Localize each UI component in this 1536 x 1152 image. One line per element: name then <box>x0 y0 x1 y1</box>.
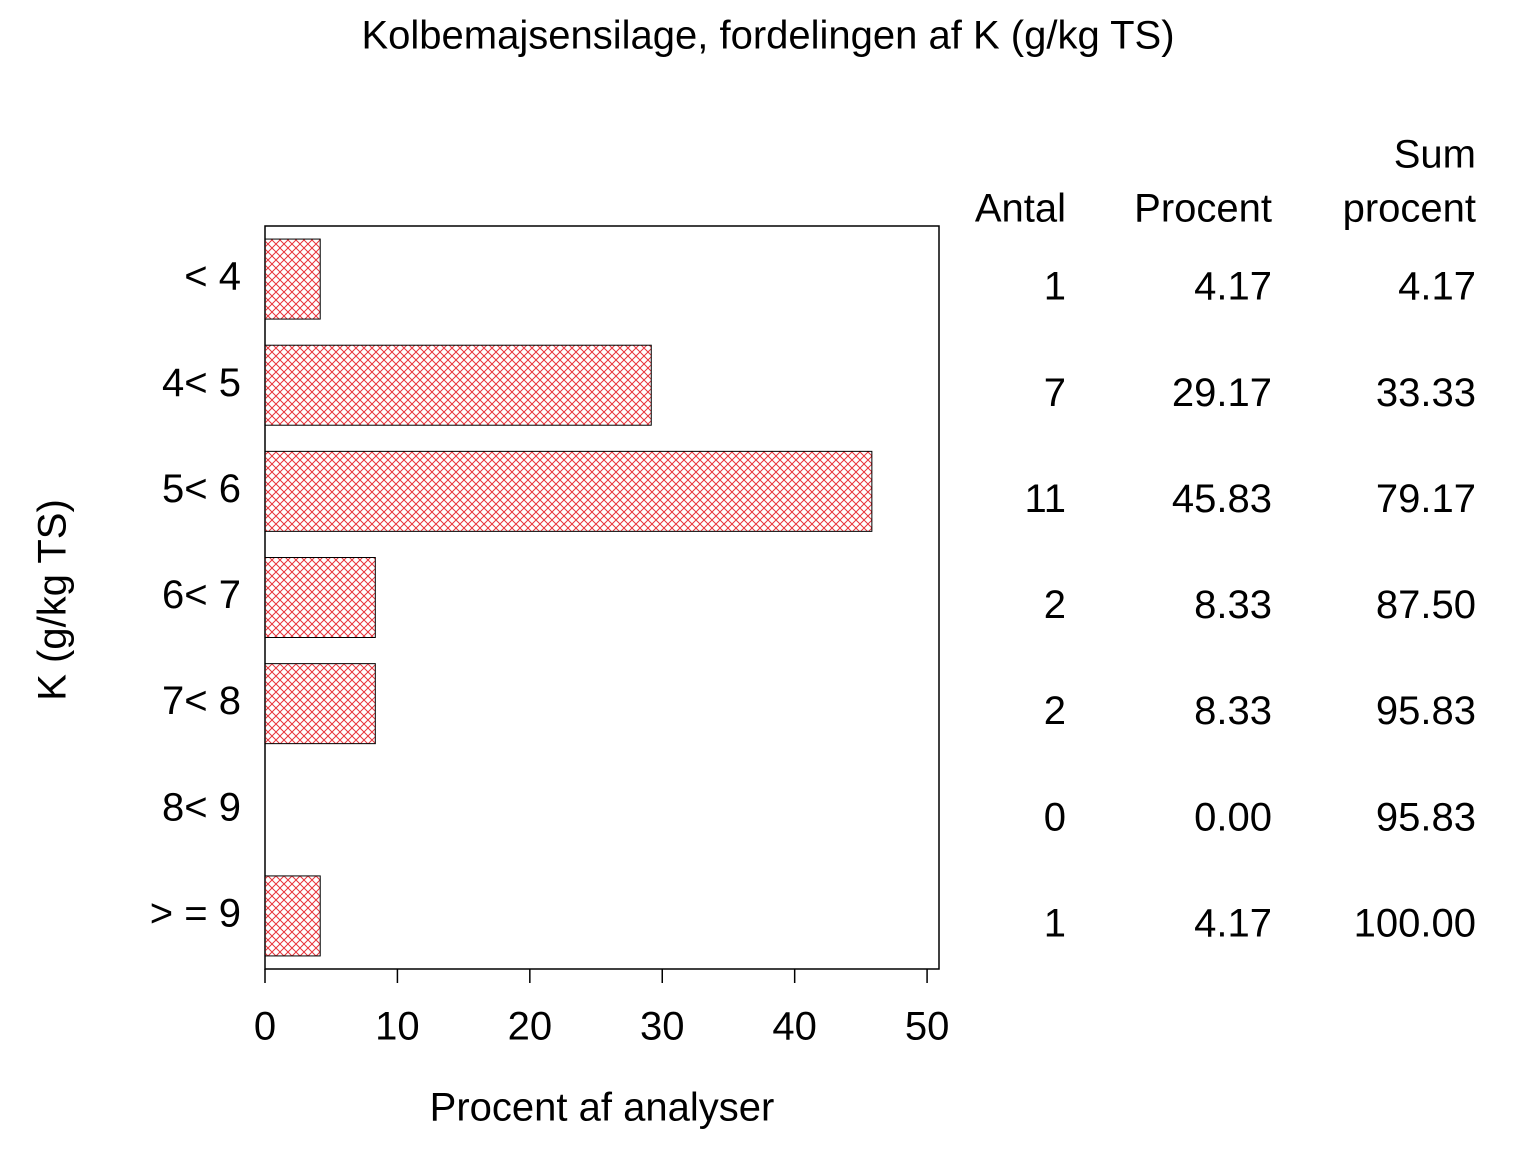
table-count: 1 <box>1044 265 1066 309</box>
table-header: procent <box>1343 187 1476 231</box>
x-axis-label: Procent af analyser <box>430 1086 775 1130</box>
table-cumulative: 95.83 <box>1376 689 1476 733</box>
bar <box>264 238 321 320</box>
bar <box>264 450 873 532</box>
y-axis-label: K (g/kg TS) <box>31 499 75 701</box>
table-percent: 4.17 <box>1194 265 1272 309</box>
table-count: 7 <box>1044 371 1066 415</box>
table-count: 11 <box>1024 477 1066 521</box>
y-tick-label: 7< 8 <box>162 679 241 723</box>
table-count: 2 <box>1044 583 1066 627</box>
y-tick-label: < 4 <box>184 255 241 299</box>
table-header: Procent <box>1134 187 1272 231</box>
x-tick-label: 40 <box>772 1005 817 1049</box>
y-tick-label: 8< 9 <box>162 785 241 829</box>
x-tick-label: 20 <box>508 1005 553 1049</box>
table-count: 2 <box>1044 689 1066 733</box>
bar <box>264 557 376 638</box>
table-percent: 29.17 <box>1172 371 1272 415</box>
table-cumulative: 100.00 <box>1354 901 1476 945</box>
table-percent: 8.33 <box>1194 583 1272 627</box>
x-tick-label: 0 <box>254 1005 276 1049</box>
table-cumulative: 87.50 <box>1376 583 1476 627</box>
y-tick-label: 6< 7 <box>162 573 241 617</box>
chart-title: Kolbemajsensilage, fordelingen af K (g/k… <box>361 14 1174 58</box>
table-cumulative: 4.17 <box>1398 265 1476 309</box>
table-percent: 8.33 <box>1194 689 1272 733</box>
table-count: 1 <box>1044 901 1066 945</box>
y-tick-label: 4< 5 <box>162 361 241 405</box>
bar <box>264 875 321 957</box>
table-count: 0 <box>1044 795 1066 839</box>
x-tick-label: 30 <box>640 1005 685 1049</box>
table-percent: 45.83 <box>1172 477 1272 521</box>
table-cumulative: 33.33 <box>1376 371 1476 415</box>
table-header: Antal <box>975 187 1066 231</box>
x-tick-label: 50 <box>905 1005 950 1049</box>
y-tick-label: 5< 6 <box>162 467 241 511</box>
table-percent: 4.17 <box>1194 901 1272 945</box>
x-tick-label: 10 <box>375 1005 420 1049</box>
table-cumulative: 95.83 <box>1376 795 1476 839</box>
bar <box>264 663 376 745</box>
table-header: Sum <box>1394 133 1476 177</box>
y-tick-label: > = 9 <box>150 891 241 935</box>
table-percent: 0.00 <box>1194 795 1272 839</box>
table-cumulative: 79.17 <box>1376 477 1476 521</box>
bar <box>264 344 652 426</box>
